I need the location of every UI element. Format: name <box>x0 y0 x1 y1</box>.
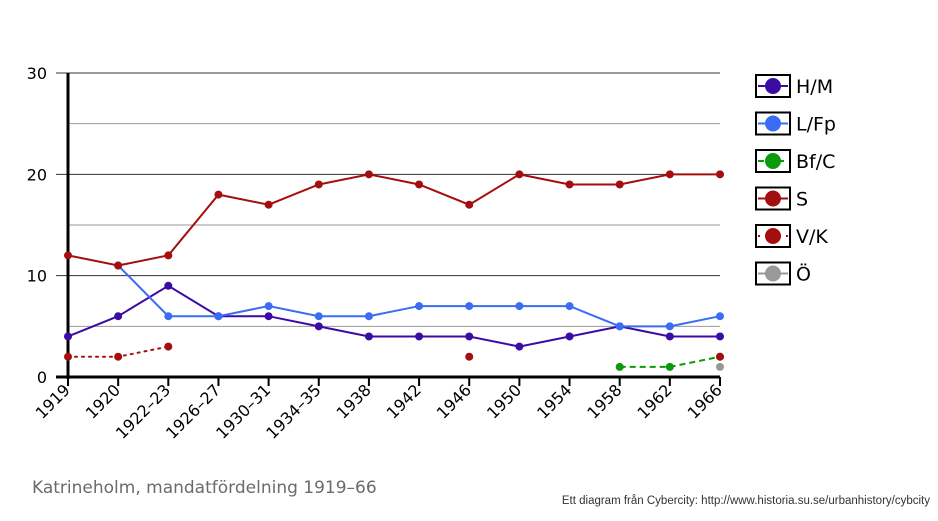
series-h-m <box>64 281 724 351</box>
data-point <box>314 312 323 321</box>
data-point <box>515 342 524 351</box>
data-point <box>415 302 424 311</box>
data-point <box>665 362 674 371</box>
series-s <box>64 170 724 270</box>
series-l-fp <box>114 261 724 331</box>
x-tick-label: 1946 <box>433 380 475 422</box>
chart-title: Katrineholm, mandatfördelning 1919–66 <box>32 478 377 498</box>
x-tick-label: 1934–35 <box>262 380 324 442</box>
data-point <box>114 261 123 270</box>
legend-swatch-marker <box>765 153 781 169</box>
data-point <box>64 251 72 260</box>
data-point <box>364 312 373 321</box>
data-point <box>716 332 724 341</box>
legend-label: Ö <box>796 263 811 286</box>
x-tick-label: 1958 <box>583 380 625 422</box>
legend-label: V/K <box>796 226 828 248</box>
data-point <box>64 352 72 361</box>
data-point <box>565 302 574 311</box>
legend-item: Ö <box>755 261 811 286</box>
legend-item: H/M <box>755 74 833 98</box>
legend-item: Bf/C <box>755 149 835 173</box>
x-tick-label: 1942 <box>383 380 425 422</box>
data-point <box>314 322 323 331</box>
legend-item: L/Fp <box>755 111 836 136</box>
series-line <box>67 173 720 267</box>
data-point <box>465 200 474 209</box>
data-point <box>465 302 474 311</box>
data-point <box>164 312 173 321</box>
series-bf-c <box>615 352 724 371</box>
data-point <box>716 362 724 371</box>
data-point <box>364 332 373 341</box>
data-point <box>415 332 424 341</box>
y-tick-label: 10 <box>27 267 47 286</box>
y-tick-label: 0 <box>37 368 47 387</box>
legend-swatch-marker <box>765 265 781 282</box>
data-point <box>264 302 273 311</box>
data-point <box>615 180 624 189</box>
data-point <box>264 200 273 209</box>
legend-label: L/Fp <box>796 114 836 136</box>
data-point <box>164 281 173 290</box>
y-tick-label: 30 <box>27 64 47 83</box>
series-line <box>67 284 720 348</box>
data-point <box>615 362 624 371</box>
data-point <box>64 332 72 341</box>
y-tick-label: 20 <box>27 165 47 184</box>
data-point <box>114 312 123 321</box>
chart-credit: Ett diagram från Cybercity: http://www.h… <box>561 495 930 507</box>
x-tick-label: 1920 <box>82 380 124 422</box>
data-point <box>665 170 674 179</box>
data-point <box>565 180 574 189</box>
legend-swatch-marker <box>765 78 781 94</box>
series-o <box>716 362 724 371</box>
legend-item: S <box>755 186 808 211</box>
x-tick-label: 1962 <box>633 380 675 422</box>
data-point <box>615 322 624 331</box>
legend-swatch-marker <box>765 190 781 207</box>
data-point <box>515 302 524 311</box>
x-tick-label: 1938 <box>333 380 375 422</box>
legend-swatch-marker <box>765 115 781 132</box>
series-v-k <box>64 342 724 361</box>
legend-item: V/K <box>755 224 828 248</box>
data-point <box>515 170 524 179</box>
legend-label: Bf/C <box>796 151 835 173</box>
data-point <box>415 180 424 189</box>
data-point <box>164 342 173 351</box>
data-point <box>314 180 323 189</box>
x-tick-label: 1954 <box>533 380 575 422</box>
data-point <box>364 170 373 179</box>
legend-swatch-marker <box>765 228 781 244</box>
data-point <box>164 251 173 260</box>
data-point <box>465 352 474 361</box>
data-point <box>565 332 574 341</box>
data-point <box>214 312 223 321</box>
x-tick-label: 1966 <box>684 380 726 422</box>
data-point <box>716 312 724 321</box>
series-line <box>117 264 721 328</box>
data-point <box>665 332 674 341</box>
data-point <box>465 332 474 341</box>
legend-label: H/M <box>796 76 833 98</box>
data-point <box>716 170 724 179</box>
data-point <box>114 352 123 361</box>
data-point <box>264 312 273 321</box>
data-point <box>665 322 674 331</box>
data-point <box>214 190 223 199</box>
x-tick-label: 1950 <box>483 380 525 422</box>
legend-label: S <box>796 189 808 211</box>
data-point <box>716 352 724 361</box>
